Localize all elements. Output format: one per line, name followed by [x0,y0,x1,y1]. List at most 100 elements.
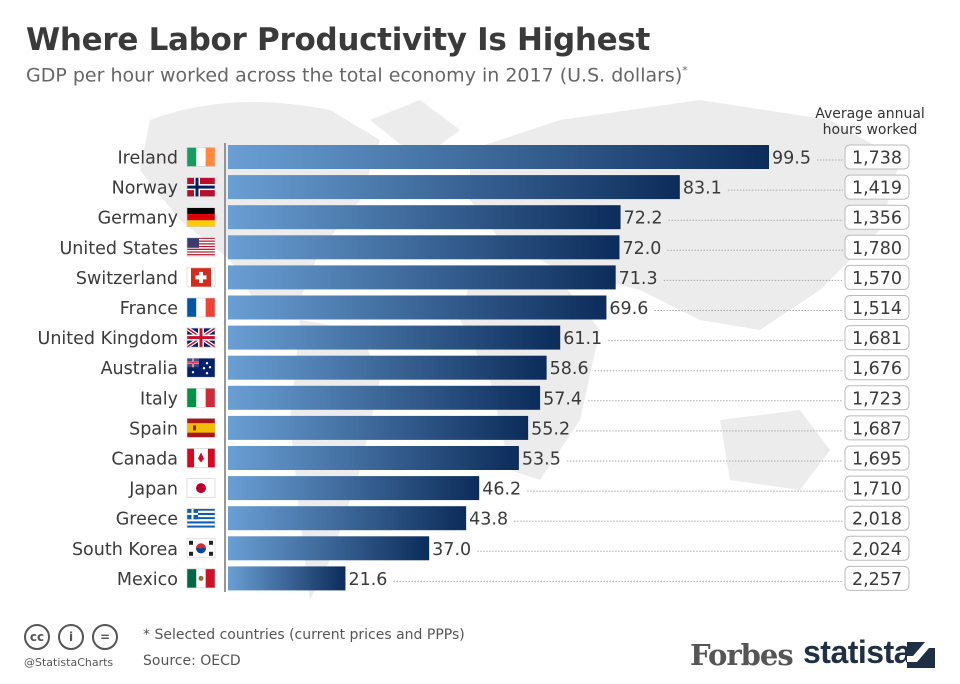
subtitle-footnote-mark: * [682,64,688,77]
hours-box [844,535,910,561]
bar-row: Australia 58.6 1,676 [101,355,910,381]
usa-flag-icon [186,237,216,258]
bar-row: Spain 55.2 1,687 [129,415,910,441]
category-label: Greece [116,510,178,530]
hours-value: 1,710 [852,480,902,500]
creative-commons-icon: cc [24,624,50,650]
hours-value: 1,687 [852,419,902,439]
spain-flag-icon [186,418,216,438]
value-label: 69.6 [609,299,648,319]
value-label: 53.5 [522,450,561,470]
value-label: 99.5 [772,149,811,169]
australia-flag-icon [186,357,216,378]
forbes-logo: Forbes [690,638,794,672]
bar [228,205,621,230]
ireland-flag-icon [186,147,216,167]
japan-flag-icon [186,478,216,498]
bar-row: Mexico 21.6 2,257 [117,565,910,591]
hours-box [844,445,910,471]
hours-box [844,415,910,441]
bar-row: Japan 46.2 1,710 [128,475,910,501]
chart-title: Where Labor Productivity Is Highest [26,22,651,58]
bar [228,235,620,260]
category-label: Japan [128,480,178,500]
bar-row: France 69.6 1,514 [120,295,910,320]
hours-box [844,204,910,230]
hours-box [844,174,910,200]
hours-value: 1,676 [852,359,902,379]
canada-flag-icon [186,448,216,468]
bar-row: South Korea 37.0 2,024 [72,535,910,561]
bar [228,476,480,501]
bar-row: Norway 83.1 1,419 [112,174,910,200]
bar [228,415,529,440]
hours-box [844,505,910,531]
bar-row: Italy 57.4 1,723 [140,385,910,411]
greece-flag-icon [186,508,216,529]
footnote: * Selected countries (current prices and… [143,627,465,643]
bar [228,566,346,591]
germany-flag-icon [186,207,216,227]
hours-box [844,264,910,290]
bar [228,295,607,320]
hours-value: 1,356 [852,209,902,229]
hours-box [844,475,910,501]
bar [228,355,547,380]
statista-logo: statista [803,634,912,670]
hours-box [844,325,910,351]
bar [228,145,769,169]
hours-box [844,295,910,320]
statista-logo-icon [907,642,935,668]
value-label: 55.2 [531,419,570,439]
bar [228,265,616,290]
value-label: 46.2 [482,480,521,500]
italy-flag-icon [186,387,216,408]
value-label: 61.1 [563,329,602,349]
hours-box [844,385,910,411]
category-label: Switzerland [76,269,178,289]
south-korea-flag-icon [186,538,216,559]
bar-row: Germany 72.2 1,356 [98,204,910,230]
bar-row: Greece 43.8 2,018 [116,505,910,531]
category-label: Spain [129,419,178,439]
category-label: United States [59,239,178,259]
category-label: Norway [112,179,178,199]
hours-value: 2,018 [852,510,902,530]
switzerland-flag-icon [186,267,216,288]
value-label: 43.8 [469,510,508,530]
hours-value: 1,514 [852,299,902,319]
bar-row: Canada 53.5 1,695 [111,445,910,471]
hours-value: 1,780 [852,239,902,259]
hours-value: 1,738 [852,149,902,169]
mexico-flag-icon [186,568,216,589]
bar-row: Switzerland 71.3 1,570 [76,264,910,290]
category-label: Canada [111,450,178,470]
value-label: 72.0 [622,239,661,259]
source: Source: OECD [143,653,241,669]
value-label: 58.6 [550,359,589,379]
hours-value: 1,570 [852,269,902,289]
value-label: 71.3 [619,269,658,289]
chart-subtitle: GDP per hour worked across the total eco… [26,64,688,86]
value-label: 57.4 [543,389,582,409]
category-label: Germany [98,209,178,229]
category-label: Ireland [117,149,178,169]
no-derivatives-icon: = [92,624,118,650]
norway-flag-icon [186,177,216,197]
category-label: United Kingdom [38,329,178,349]
bar [228,175,680,200]
hours-value: 1,695 [852,450,902,470]
hours-value: 1,681 [852,329,902,349]
hours-box [844,144,910,170]
value-label: 21.6 [348,570,387,590]
hours-value: 2,024 [852,540,902,560]
bar [228,325,561,350]
value-label: 37.0 [432,540,471,560]
category-label: Australia [101,359,178,379]
category-label: South Korea [72,540,178,560]
twitter-handle: @StatistaCharts [24,656,114,669]
hours-value: 1,419 [852,179,902,199]
france-flag-icon [186,297,216,318]
bar [228,385,541,410]
